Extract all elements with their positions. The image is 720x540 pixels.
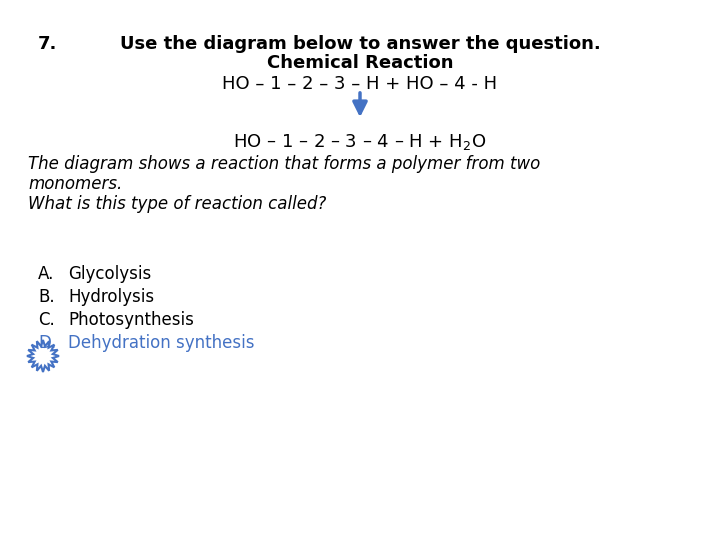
- Text: Glycolysis: Glycolysis: [68, 265, 151, 283]
- Text: Dehydration synthesis: Dehydration synthesis: [68, 334, 254, 352]
- Text: 7.: 7.: [38, 35, 58, 53]
- Text: Chemical Reaction: Chemical Reaction: [266, 54, 454, 72]
- Text: Hydrolysis: Hydrolysis: [68, 288, 154, 306]
- Text: HO – 1 – 2 – 3 – 4 – H + H$_2$O: HO – 1 – 2 – 3 – 4 – H + H$_2$O: [233, 132, 487, 152]
- Text: A.: A.: [38, 265, 55, 283]
- Text: B.: B.: [38, 288, 55, 306]
- Text: Photosynthesis: Photosynthesis: [68, 311, 194, 329]
- Text: monomers.: monomers.: [28, 175, 122, 193]
- Text: The diagram shows a reaction that forms a polymer from two: The diagram shows a reaction that forms …: [28, 155, 540, 173]
- Text: Use the diagram below to answer the question.: Use the diagram below to answer the ques…: [120, 35, 600, 53]
- Text: D.: D.: [38, 334, 56, 352]
- Text: HO – 1 – 2 – 3 – H + HO – 4 - H: HO – 1 – 2 – 3 – H + HO – 4 - H: [222, 75, 498, 93]
- Text: What is this type of reaction called?: What is this type of reaction called?: [28, 195, 326, 213]
- Text: C.: C.: [38, 311, 55, 329]
